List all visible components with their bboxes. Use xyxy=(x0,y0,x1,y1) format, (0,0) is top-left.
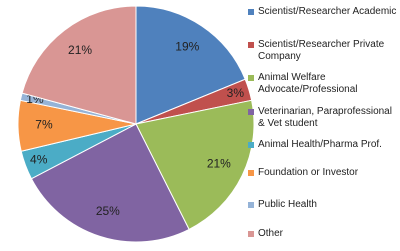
legend-entry: Scientist/Researcher Private Company xyxy=(248,39,398,63)
legend-swatch xyxy=(248,9,254,15)
data-label: 3% xyxy=(227,86,245,100)
data-label: 19% xyxy=(175,40,199,54)
pie-slice xyxy=(30,123,190,243)
data-label: 25% xyxy=(96,204,120,218)
legend-entry: Public Health xyxy=(248,199,398,211)
legend-label: Public Health xyxy=(258,199,317,210)
legend-entry: Scientist/Researcher Academic xyxy=(248,6,398,18)
legend-label: Animal Welfare Advocate/Professional xyxy=(258,72,358,95)
data-label: 21% xyxy=(207,156,231,170)
legend-swatch xyxy=(248,42,254,48)
legend-entry: Animal Health/Pharma Prof. xyxy=(248,139,398,151)
legend-entry: Animal Welfare Advocate/Professional xyxy=(248,72,398,96)
pie-slice xyxy=(21,5,137,125)
legend-swatch xyxy=(248,109,254,115)
legend-entry: Other xyxy=(248,228,398,240)
legend-swatch xyxy=(248,170,254,176)
legend-swatch xyxy=(248,231,254,237)
legend-swatch xyxy=(248,75,254,81)
data-label: 4% xyxy=(30,153,48,167)
legend-label: Foundation or Investor xyxy=(258,167,359,178)
data-label: 21% xyxy=(68,43,92,57)
pie-slice xyxy=(135,5,246,125)
legend-entry: Veterinarian, Paraprofessional & Vet stu… xyxy=(248,106,398,130)
legend-swatch xyxy=(248,202,254,208)
legend-label: Scientist/Researcher Private Company xyxy=(258,39,385,62)
legend-label: Veterinarian, Paraprofessional & Vet stu… xyxy=(258,106,392,129)
legend-entry: Foundation or Investor xyxy=(248,167,398,179)
data-label: 7% xyxy=(35,118,53,132)
legend-label: Other xyxy=(258,228,284,239)
legend-label: Scientist/Researcher Academic xyxy=(258,6,397,17)
legend-swatch xyxy=(248,142,254,148)
legend-label: Animal Health/Pharma Prof. xyxy=(258,139,382,150)
